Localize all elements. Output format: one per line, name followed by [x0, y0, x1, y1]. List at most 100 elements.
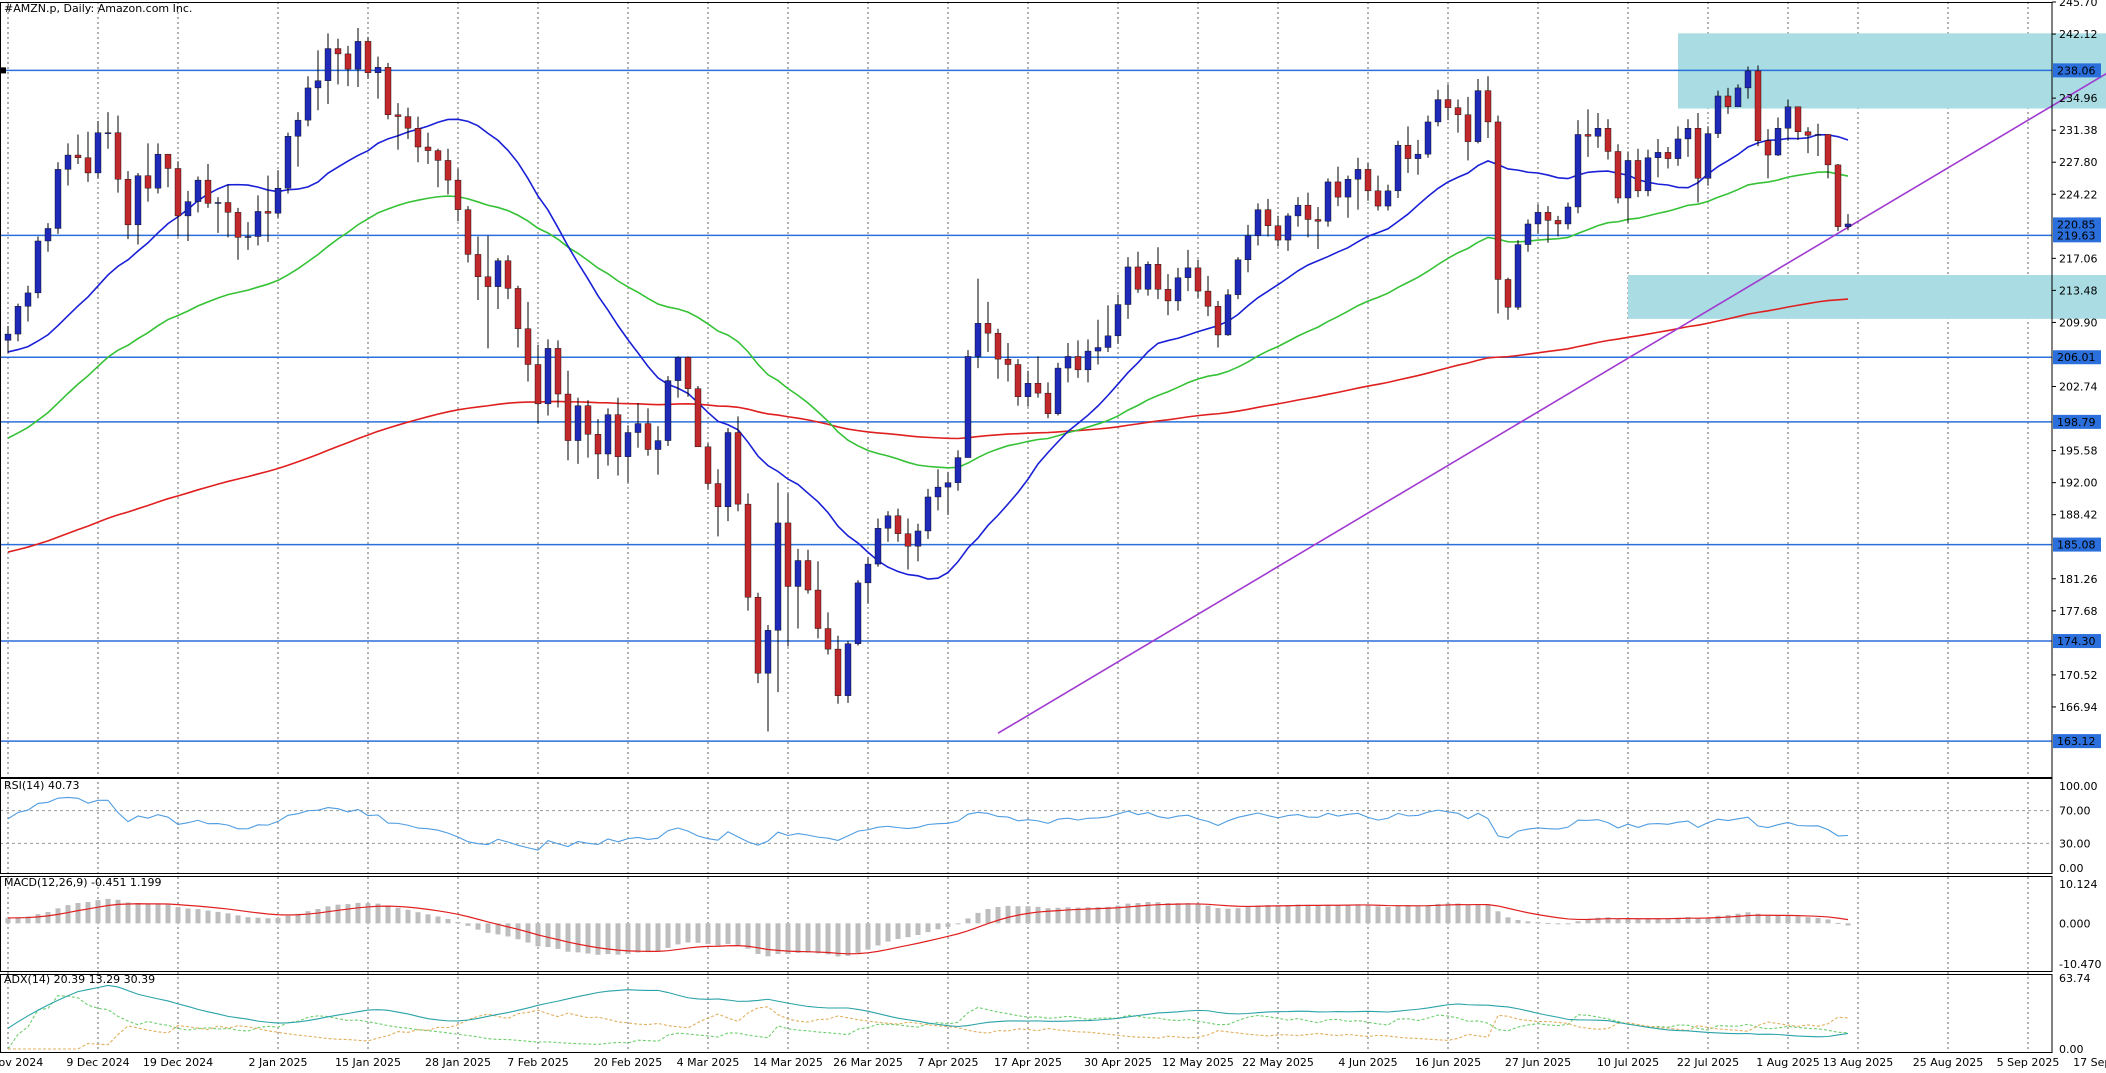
candle	[544, 339, 552, 416]
candle-body	[114, 132, 122, 180]
candle	[1514, 240, 1522, 310]
macd-bar	[435, 916, 441, 924]
candle-body	[1374, 190, 1382, 207]
candle	[194, 176, 202, 213]
candle-body	[134, 175, 142, 226]
candle-body	[1524, 223, 1532, 245]
candle-body	[494, 260, 502, 287]
macd-bar	[805, 923, 811, 953]
macd-bar	[425, 914, 431, 924]
x-tick-label: 12 May 2025	[1162, 1056, 1234, 1069]
macd-bar	[735, 923, 741, 945]
candle-body	[554, 348, 562, 395]
x-tick-label: 20 Feb 2025	[594, 1056, 662, 1069]
candle-body	[334, 48, 342, 55]
candle-body	[124, 179, 132, 226]
macd-bar	[1165, 903, 1171, 924]
candle	[1484, 76, 1492, 139]
macd-bar	[385, 905, 391, 924]
candle	[724, 428, 732, 522]
candle	[754, 592, 762, 684]
candle-body	[684, 357, 692, 389]
macd-bar	[1685, 916, 1691, 924]
macd-bar	[45, 911, 51, 924]
candle	[1644, 149, 1652, 197]
candle	[1244, 224, 1252, 273]
macd-tick-label: 0.000	[2059, 917, 2091, 930]
candle	[564, 370, 572, 461]
candle	[114, 115, 122, 193]
candle	[1414, 139, 1422, 175]
x-tick-label: 2 Jan 2025	[249, 1056, 308, 1069]
y-tick-label: 188.42	[2059, 509, 2098, 522]
macd-bar	[1715, 915, 1721, 924]
candle	[234, 207, 242, 260]
level-handle[interactable]	[0, 67, 6, 74]
candle	[814, 561, 822, 639]
adx-main-line	[7, 984, 1849, 1038]
x-tick-label: 19 Dec 2024	[143, 1056, 213, 1069]
price-tag-label: 220.85	[2057, 218, 2096, 231]
candle-body	[544, 348, 552, 405]
candle-body	[514, 288, 522, 329]
macd-bar	[1795, 916, 1801, 924]
macd-bar	[745, 923, 751, 949]
candle	[1704, 126, 1712, 186]
candle	[1784, 99, 1792, 141]
macd-bar	[285, 915, 291, 924]
candle	[654, 426, 662, 475]
candle	[1584, 109, 1592, 157]
candle	[54, 162, 62, 234]
macd-bar	[395, 907, 401, 924]
candle-body	[194, 179, 202, 202]
candle-body	[1594, 128, 1602, 137]
x-tick-label: 30 Apr 2025	[1084, 1056, 1152, 1069]
candle	[104, 112, 112, 149]
rsi-tick-label: 70.00	[2059, 805, 2091, 818]
macd-bar	[245, 917, 251, 924]
macd-bar	[75, 902, 81, 924]
candle	[1764, 129, 1772, 179]
macd-bar	[325, 906, 331, 924]
macd-bar	[485, 923, 491, 933]
candle-body	[1094, 347, 1102, 352]
candle	[1304, 192, 1312, 238]
candle-body	[1434, 99, 1442, 123]
candle-body	[1534, 212, 1542, 225]
price-tag	[2053, 634, 2101, 649]
candle	[974, 278, 982, 369]
candle	[584, 400, 592, 458]
trendline-line[interactable]	[997, 19, 2106, 734]
macd-bar	[975, 912, 981, 924]
candle	[994, 328, 1002, 379]
macd-bar	[1135, 903, 1141, 924]
candle-body	[1104, 335, 1112, 348]
candle-body	[904, 533, 912, 547]
candle	[964, 350, 972, 458]
macd-bar	[1145, 901, 1151, 924]
macd-bar	[265, 918, 271, 924]
x-tick-label: 16 Jun 2025	[1415, 1056, 1481, 1069]
macd-bar	[565, 923, 571, 952]
candle-body	[464, 209, 472, 255]
macd-bar	[315, 909, 321, 924]
candle	[494, 257, 502, 309]
candle	[954, 450, 962, 491]
candle-body	[814, 589, 822, 629]
candle	[1614, 144, 1622, 204]
macd-bar	[125, 902, 131, 924]
candle	[1724, 87, 1732, 114]
macd-bar	[465, 923, 471, 926]
y-tick-label: 202.74	[2059, 381, 2098, 394]
rsi-title: RSI(14) 40.73	[4, 779, 79, 792]
candle-body	[364, 41, 372, 73]
ma200-line	[7, 298, 1849, 553]
y-tick-label: 195.58	[2059, 445, 2098, 458]
candle	[1184, 249, 1192, 292]
candle-body	[1384, 190, 1392, 207]
candle-body	[154, 153, 162, 189]
x-tick-label: 4 Mar 2025	[677, 1056, 740, 1069]
macd-bar	[55, 908, 61, 924]
macd-bar	[1765, 915, 1771, 924]
